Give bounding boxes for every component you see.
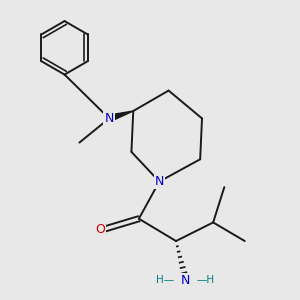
Text: O: O [95,224,105,236]
Text: —H: —H [196,275,214,285]
Text: N: N [154,175,164,188]
Text: N: N [104,112,114,125]
Text: N: N [181,274,190,286]
Text: H—: H— [156,275,174,285]
Polygon shape [108,111,133,122]
